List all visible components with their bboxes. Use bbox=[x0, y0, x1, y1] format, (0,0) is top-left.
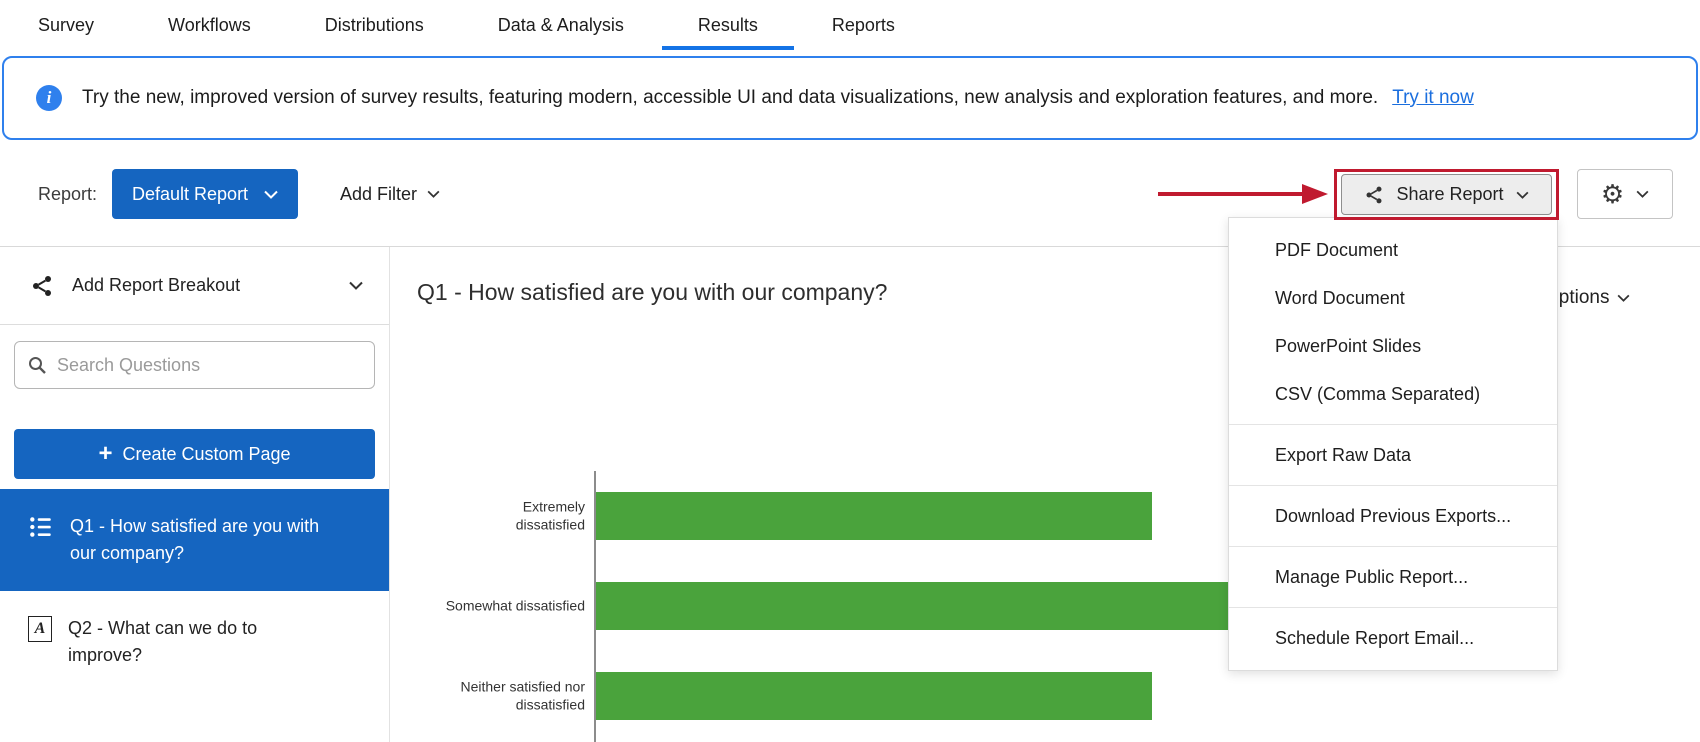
add-filter-label: Add Filter bbox=[340, 183, 418, 204]
breakout-icon bbox=[30, 274, 54, 298]
menu-item-export-raw-data[interactable]: Export Raw Data bbox=[1275, 445, 1412, 465]
question-list: Q1 - How satisfied are you with our comp… bbox=[0, 489, 389, 693]
banner-text: Try the new, improved version of survey … bbox=[82, 87, 1379, 108]
search-box bbox=[14, 341, 375, 389]
chevron-down-icon bbox=[1516, 191, 1529, 199]
question-title: Q1 - How satisfied are you with our comp… bbox=[417, 279, 888, 305]
create-custom-page-button[interactable]: + Create Custom Page bbox=[14, 429, 375, 479]
tab-distributions[interactable]: Distributions bbox=[324, 14, 424, 35]
menu-item-pdf-document[interactable]: PDF Document bbox=[1275, 240, 1399, 260]
options-label: Options bbox=[1544, 287, 1610, 308]
bar-neither-satisfied-nor-dissatisfied bbox=[596, 672, 1152, 720]
bar-chart: Extremely dissatisfied Somewhat dissatisfi… bbox=[390, 247, 1700, 742]
tab-reports[interactable]: Reports bbox=[831, 14, 895, 35]
text-entry-icon: A bbox=[28, 616, 52, 642]
add-report-breakout[interactable]: Add Report Breakout bbox=[0, 247, 389, 325]
chevron-down-icon bbox=[1617, 294, 1630, 302]
bar-category-label: Somewhat dissatisfied bbox=[445, 597, 585, 614]
top-nav-tabs: Survey Workflows Distributions Data & Analy… bbox=[0, 0, 1700, 50]
chevron-down-icon bbox=[1636, 190, 1649, 198]
menu-divider bbox=[1229, 607, 1557, 608]
sidebar-question-1[interactable]: Q1 - How satisfied are you with our comp… bbox=[0, 489, 389, 591]
options-dropdown[interactable]: Options bbox=[1544, 287, 1630, 309]
menu-item-word-document[interactable]: Word Document bbox=[1275, 288, 1405, 308]
question-label: Q1 - How satisfied are you with our comp… bbox=[70, 516, 320, 563]
search-input[interactable] bbox=[57, 354, 362, 376]
report-selector-label: Default Report bbox=[132, 183, 249, 204]
share-menu: PDF Document Word Document PowerPoint Slid… bbox=[1228, 217, 1558, 671]
add-filter-button[interactable]: Add Filter bbox=[340, 169, 440, 219]
question-label: Q2 - What can we do to improve? bbox=[68, 618, 258, 665]
chevron-down-icon bbox=[427, 190, 440, 198]
try-it-now-link[interactable]: Try it now bbox=[1392, 87, 1474, 108]
menu-item-powerpoint-slides[interactable]: PowerPoint Slides bbox=[1275, 336, 1422, 356]
info-banner: i Try the new, improved version of surve… bbox=[2, 56, 1698, 140]
menu-divider bbox=[1229, 424, 1557, 425]
menu-item-manage-public-report[interactable]: Manage Public Report... bbox=[1275, 567, 1469, 587]
chevron-down-icon bbox=[264, 190, 278, 199]
annotation-arrow-icon bbox=[1156, 181, 1330, 212]
plus-icon: + bbox=[98, 440, 113, 467]
sidebar: Add Report Breakout + Create Custom Page… bbox=[0, 247, 390, 742]
settings-button[interactable]: ⚙ bbox=[1577, 169, 1673, 219]
bar-extremely-dissatisfied bbox=[596, 492, 1152, 540]
chevron-down-icon bbox=[349, 281, 363, 290]
tab-data-analysis[interactable]: Data & Analysis bbox=[497, 14, 624, 35]
chart-axis bbox=[594, 471, 596, 742]
bar-category-label: Neither satisfied nor dissatisfied bbox=[460, 678, 585, 713]
menu-item-csv-comma-separated[interactable]: CSV (Comma Separated) bbox=[1275, 384, 1481, 404]
report-selector-button[interactable]: Default Report bbox=[112, 169, 299, 219]
create-custom-page-label: Create Custom Page bbox=[122, 443, 291, 464]
menu-item-download-previous-exports[interactable]: Download Previous Exports... bbox=[1275, 506, 1512, 526]
tab-survey[interactable]: Survey bbox=[38, 14, 95, 35]
bar-somewhat-dissatisfied bbox=[596, 582, 1347, 630]
menu-item-schedule-report-email[interactable]: Schedule Report Email... bbox=[1275, 628, 1475, 648]
report-label: Report: bbox=[38, 184, 98, 204]
menu-divider bbox=[1229, 546, 1557, 547]
sidebar-question-2[interactable]: A Q2 - What can we do to improve? bbox=[0, 591, 389, 693]
share-report-label: Share Report bbox=[1396, 184, 1504, 204]
breakout-label: Add Report Breakout bbox=[72, 275, 241, 295]
share-report-button[interactable]: Share Report bbox=[1341, 174, 1552, 215]
tab-results[interactable]: Results bbox=[661, 0, 794, 50]
info-icon: i bbox=[36, 85, 62, 111]
menu-divider bbox=[1229, 485, 1557, 486]
bar-category-label: Extremely dissatisfied bbox=[515, 498, 585, 533]
tab-workflows[interactable]: Workflows bbox=[168, 14, 251, 35]
search-icon bbox=[27, 355, 47, 375]
gear-icon: ⚙ bbox=[1600, 179, 1625, 209]
share-icon bbox=[1364, 185, 1384, 205]
list-icon bbox=[28, 514, 54, 540]
